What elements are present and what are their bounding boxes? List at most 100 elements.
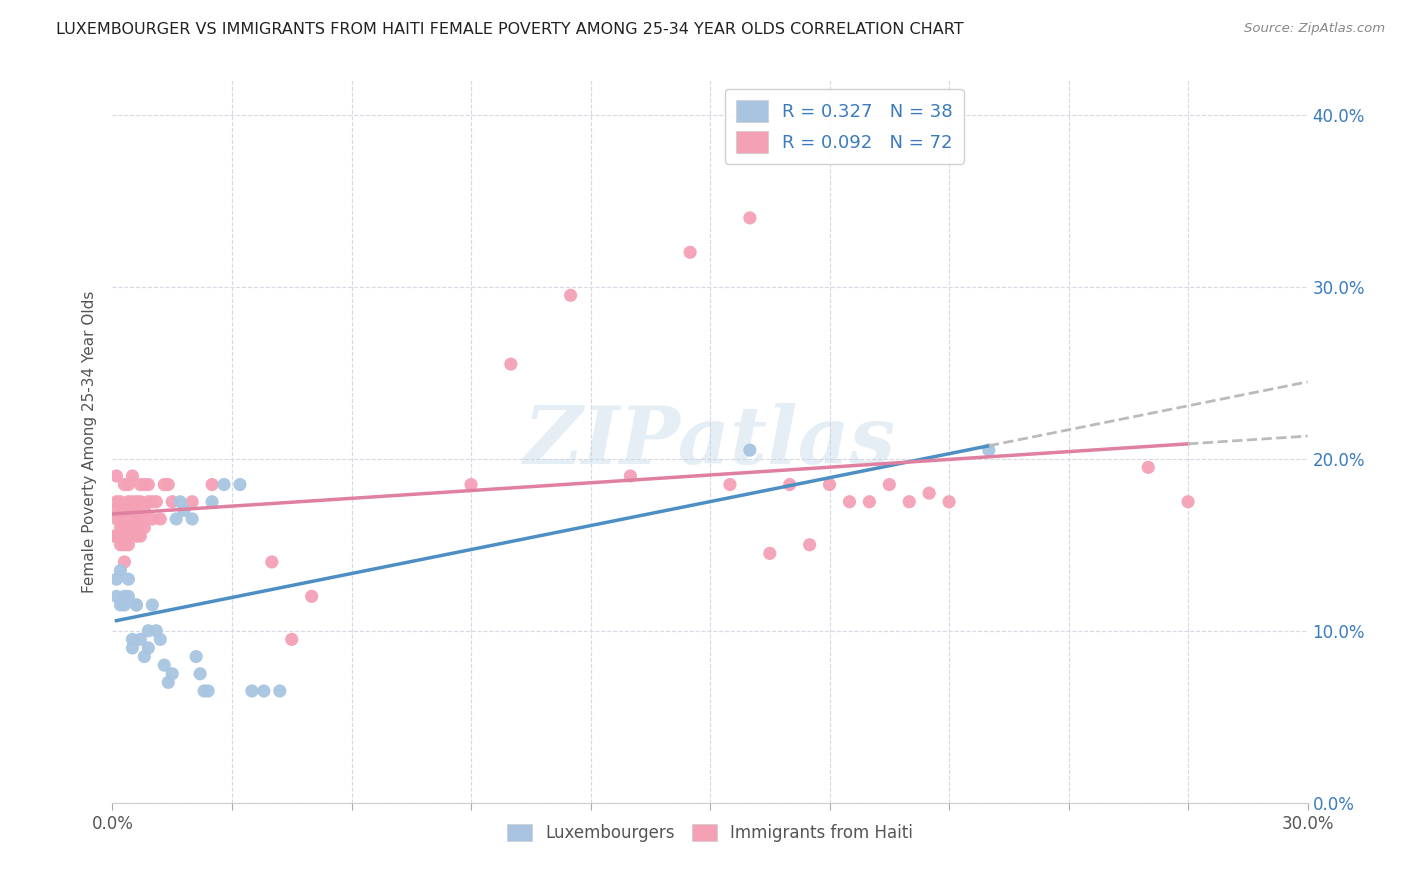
Point [240,684,263,698]
Point [129,494,152,508]
Point [619,469,641,483]
Point [181,494,204,508]
Point [188,666,211,681]
Point [138,640,160,655]
Point [105,512,128,526]
Point [165,512,187,526]
Point [114,538,135,552]
Point [105,529,128,543]
Text: Source: ZipAtlas.com: Source: ZipAtlas.com [1244,22,1385,36]
Point [157,477,180,491]
Point [110,598,132,612]
Point [201,494,224,508]
Point [759,546,782,560]
Point [718,477,741,491]
Point [193,684,215,698]
Point [121,520,143,534]
Point [134,477,156,491]
Point [141,512,163,526]
Point [117,503,139,517]
Point [125,598,148,612]
Point [898,494,921,508]
Point [117,477,139,491]
Point [105,572,128,586]
Point [460,477,482,491]
Point [197,684,219,698]
Point [173,503,195,517]
Point [779,477,801,491]
Point [153,477,176,491]
Point [110,538,132,552]
Point [141,598,163,612]
Point [129,632,152,647]
Point [129,529,152,543]
Point [114,477,135,491]
Point [110,520,132,534]
Point [269,684,291,698]
Point [181,512,204,526]
Point [162,666,183,681]
Point [977,443,1000,458]
Point [918,486,941,500]
Point [938,494,960,508]
Point [134,649,156,664]
Point [110,494,132,508]
Point [838,494,860,508]
Point [114,520,135,534]
Point [105,590,128,604]
Point [134,503,156,517]
Point [101,529,124,543]
Legend: Luxembourgers, Immigrants from Haiti: Luxembourgers, Immigrants from Haiti [501,817,920,848]
Point [110,503,132,517]
Point [117,494,139,508]
Point [212,477,235,491]
Point [162,494,183,508]
Point [186,649,208,664]
Y-axis label: Female Poverty Among 25-34 Year Olds: Female Poverty Among 25-34 Year Olds [82,291,97,592]
Point [138,624,160,638]
Point [121,494,143,508]
Point [114,512,135,526]
Point [738,211,761,225]
Point [114,555,135,569]
Point [125,529,148,543]
Text: LUXEMBOURGER VS IMMIGRANTS FROM HAITI FEMALE POVERTY AMONG 25-34 YEAR OLDS CORRE: LUXEMBOURGER VS IMMIGRANTS FROM HAITI FE… [56,22,965,37]
Point [121,640,143,655]
Point [134,520,156,534]
Point [1137,460,1160,475]
Point [281,632,304,647]
Point [260,555,283,569]
Point [114,503,135,517]
Point [121,503,143,517]
Point [105,469,128,483]
Point [121,469,143,483]
Point [679,245,702,260]
Point [1177,494,1199,508]
Point [121,632,143,647]
Point [301,590,323,604]
Point [149,512,172,526]
Point [560,288,582,302]
Point [114,598,135,612]
Point [110,529,132,543]
Point [229,477,252,491]
Point [738,443,761,458]
Point [138,494,160,508]
Point [201,477,224,491]
Point [117,572,139,586]
Point [129,477,152,491]
Point [129,512,152,526]
Text: ZIPatlas: ZIPatlas [524,403,896,480]
Point [125,598,148,612]
Point [117,529,139,543]
Point [499,357,522,371]
Point [101,503,124,517]
Point [125,512,148,526]
Point [114,590,135,604]
Point [157,675,180,690]
Point [125,520,148,534]
Point [153,658,176,673]
Point [149,632,172,647]
Point [125,494,148,508]
Point [253,684,276,698]
